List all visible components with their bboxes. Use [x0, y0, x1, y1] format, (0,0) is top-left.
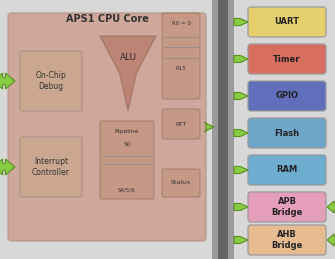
FancyBboxPatch shape [20, 51, 82, 111]
Text: S0: S0 [123, 142, 131, 147]
FancyBboxPatch shape [8, 13, 206, 241]
Polygon shape [234, 18, 248, 25]
Text: R15: R15 [176, 66, 186, 71]
Polygon shape [0, 73, 15, 89]
FancyBboxPatch shape [162, 13, 200, 99]
Text: Timer: Timer [273, 54, 301, 63]
Text: Status: Status [171, 181, 191, 185]
Text: GPIO: GPIO [275, 91, 298, 100]
FancyBboxPatch shape [100, 121, 154, 199]
Polygon shape [234, 92, 248, 99]
Polygon shape [204, 123, 214, 132]
FancyBboxPatch shape [20, 137, 82, 197]
FancyBboxPatch shape [248, 44, 326, 74]
Text: Interrupt
Controller: Interrupt Controller [32, 157, 70, 177]
Polygon shape [234, 167, 248, 174]
Text: APS1 CPU Core: APS1 CPU Core [66, 14, 148, 24]
Polygon shape [100, 36, 156, 111]
FancyBboxPatch shape [248, 192, 326, 222]
Text: RAM: RAM [276, 166, 297, 175]
FancyBboxPatch shape [248, 7, 326, 37]
FancyBboxPatch shape [162, 169, 200, 197]
FancyBboxPatch shape [248, 118, 326, 148]
FancyBboxPatch shape [248, 155, 326, 185]
Polygon shape [0, 159, 15, 175]
FancyBboxPatch shape [212, 0, 234, 259]
Text: ALU: ALU [120, 53, 137, 61]
Text: UART: UART [274, 18, 299, 26]
FancyBboxPatch shape [162, 109, 200, 139]
Polygon shape [234, 236, 248, 243]
Polygon shape [327, 234, 335, 246]
Text: S4/5/6: S4/5/6 [118, 187, 136, 192]
Text: On-Chip
Debug: On-Chip Debug [36, 71, 66, 91]
Polygon shape [234, 204, 248, 211]
Text: AHB
Bridge: AHB Bridge [271, 230, 303, 250]
Text: RTT: RTT [175, 121, 187, 126]
FancyBboxPatch shape [218, 0, 228, 259]
Polygon shape [234, 130, 248, 136]
Polygon shape [327, 201, 335, 213]
FancyBboxPatch shape [248, 225, 326, 255]
Text: R0 = 0: R0 = 0 [172, 21, 190, 26]
Text: APB
Bridge: APB Bridge [271, 197, 303, 217]
FancyBboxPatch shape [248, 81, 326, 111]
Polygon shape [234, 55, 248, 62]
Text: Flash: Flash [274, 128, 299, 138]
Text: Pipeline: Pipeline [115, 130, 139, 134]
